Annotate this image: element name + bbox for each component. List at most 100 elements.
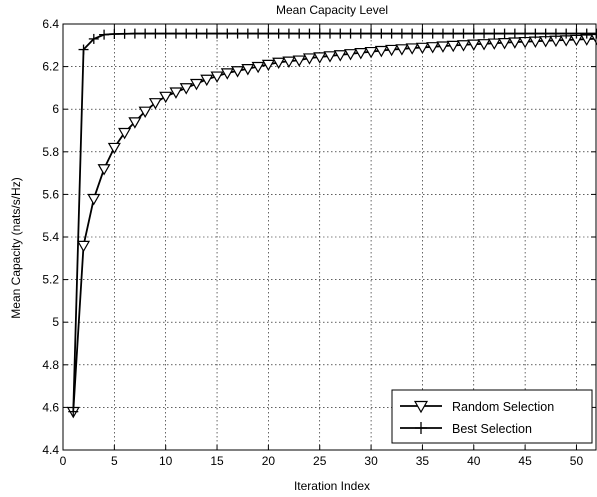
y-tick-label: 6	[52, 102, 59, 116]
data-point	[159, 91, 173, 104]
data-point	[446, 40, 460, 53]
data-point	[212, 28, 223, 39]
data-point	[263, 28, 274, 39]
data-point	[386, 28, 397, 39]
legend-label: Random Selection	[452, 400, 554, 414]
x-axis-label: Iteration Index	[294, 479, 370, 493]
data-point	[417, 28, 428, 39]
x-tick-label: 20	[262, 454, 276, 468]
x-tick-label: 10	[159, 454, 173, 468]
x-tick-label: 50	[570, 454, 584, 468]
data-point	[128, 117, 142, 129]
data-point	[499, 28, 510, 39]
data-point	[467, 39, 481, 51]
data-point	[385, 44, 399, 57]
data-point	[456, 40, 471, 52]
y-tick-label: 5.2	[42, 273, 59, 287]
data-point	[191, 28, 202, 39]
x-tick-label: 15	[210, 454, 224, 468]
y-axis-label: Mean Capacity (nats/s/Hz)	[9, 177, 23, 318]
data-point	[253, 28, 264, 39]
x-tick-label: 25	[313, 454, 327, 468]
data-point	[530, 28, 541, 39]
data-point	[160, 28, 171, 39]
data-point	[437, 28, 448, 39]
legend-box	[391, 389, 593, 444]
series-line	[72, 37, 597, 412]
data-point	[181, 28, 192, 39]
legend-label: Best Selection	[452, 422, 532, 436]
x-tick-label: 35	[416, 454, 430, 468]
data-point	[68, 406, 79, 417]
data-point	[201, 28, 212, 39]
data-point	[355, 28, 366, 39]
series-best-selection	[68, 28, 597, 417]
data-point	[407, 28, 418, 39]
data-point	[581, 28, 592, 39]
data-point	[292, 55, 306, 67]
data-point	[169, 87, 183, 99]
series-line	[72, 32, 597, 412]
data-point	[210, 71, 224, 83]
data-point	[314, 28, 325, 39]
data-point	[231, 66, 245, 78]
data-point	[489, 28, 500, 39]
data-point	[242, 28, 253, 39]
data-point	[344, 49, 358, 61]
data-point	[77, 240, 91, 253]
data-point	[200, 74, 214, 87]
data-point	[325, 28, 335, 39]
axis-ticks: 0 5 10 15 20 25 30 35 40 45 50 4.4 4.6 4.8 5 5.2 5.4 5.6 5…	[42, 17, 596, 468]
data-point	[78, 44, 89, 55]
legend-item: Random Selection	[400, 400, 554, 414]
data-point	[366, 28, 377, 39]
data-point	[140, 28, 151, 39]
data-point	[179, 83, 193, 95]
data-point	[477, 39, 491, 51]
data-point	[592, 28, 597, 39]
data-point	[540, 28, 551, 39]
x-tick-label: 5	[111, 454, 118, 468]
plot-frame	[62, 23, 597, 451]
data-point	[395, 44, 409, 56]
x-tick-label: 0	[60, 454, 67, 468]
data-point	[118, 127, 132, 140]
data-point	[282, 56, 296, 68]
data-point	[333, 50, 347, 62]
y-tick-label: 5.6	[42, 187, 59, 201]
data-point	[88, 33, 99, 44]
data-point	[251, 61, 265, 74]
data-point	[354, 48, 368, 60]
data-point	[468, 28, 479, 39]
data-point	[261, 59, 275, 72]
data-point	[283, 28, 294, 39]
data-point	[302, 53, 316, 65]
data-point	[150, 28, 161, 39]
x-tick-label: 30	[364, 454, 378, 468]
data-point	[119, 28, 130, 39]
legend-marker	[413, 400, 429, 414]
data-point	[458, 28, 469, 39]
data-point	[232, 28, 243, 39]
data-point	[415, 42, 429, 55]
data-point	[220, 68, 234, 80]
data-point	[109, 29, 120, 40]
legend-item: Best Selection	[400, 422, 532, 436]
legend-marker	[415, 422, 427, 434]
y-tick-label: 4.6	[42, 400, 59, 414]
data-point	[345, 28, 356, 39]
data-point	[304, 28, 315, 39]
y-tick-label: 5	[52, 315, 59, 329]
y-tick-label: 4.8	[42, 358, 59, 372]
data-point	[374, 45, 388, 58]
data-point	[97, 164, 111, 176]
data-point	[99, 29, 110, 40]
chart-title: Mean Capacity Level	[276, 3, 388, 17]
data-point	[313, 52, 327, 64]
data-point	[487, 38, 501, 50]
data-point	[170, 28, 181, 39]
data-point	[520, 28, 531, 39]
data-point	[571, 28, 582, 39]
data-point	[272, 57, 286, 70]
